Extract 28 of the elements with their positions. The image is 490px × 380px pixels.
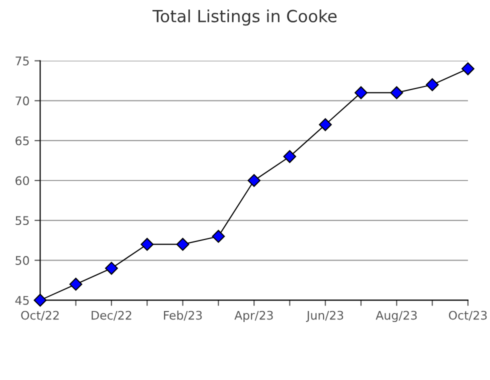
- point: [212, 230, 225, 243]
- point: [140, 238, 154, 251]
- point: [69, 278, 82, 291]
- point: [426, 78, 439, 92]
- y-tick-label: 65: [16, 136, 29, 146]
- point: [34, 294, 47, 307]
- point: [390, 86, 404, 100]
- point: [354, 86, 368, 100]
- x-tick-label: Aug/23: [376, 310, 417, 322]
- x-tick-label: Oct/23: [448, 310, 487, 321]
- y-tick-label: 45: [15, 296, 29, 305]
- x-tick-label: Jun/23: [306, 310, 344, 322]
- point: [318, 118, 332, 132]
- point: [176, 238, 190, 251]
- point: [283, 150, 296, 164]
- y-tick-label: 60: [16, 176, 29, 186]
- y-tick-label: 50: [16, 256, 29, 265]
- y-tick-label: 75: [16, 56, 29, 66]
- point: [105, 262, 118, 275]
- x-tick-label: Oct/22: [21, 310, 59, 321]
- y-tick-label: 55: [16, 216, 29, 226]
- x-tick-label: Dec/22: [92, 310, 132, 321]
- y-tick-label: 70: [16, 96, 29, 106]
- point: [248, 174, 261, 187]
- x-tick-label: Apr/23: [234, 310, 273, 322]
- point: [462, 62, 474, 76]
- chart-title: Total Listings in Cooke: [152, 10, 337, 26]
- x-tick-label: Feb/23: [164, 310, 202, 321]
